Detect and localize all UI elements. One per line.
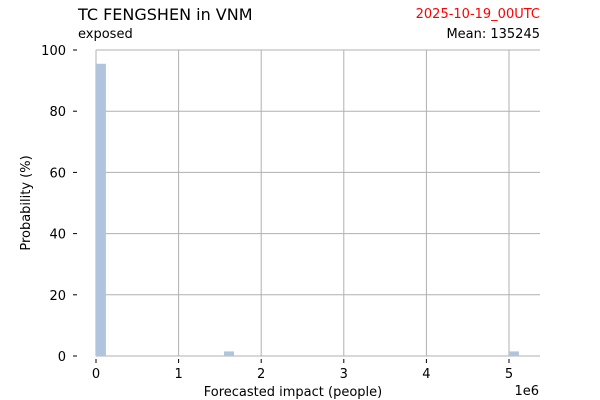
grid-lines	[95, 49, 540, 357]
y-axis-ticks: 0 20 40 60 80 100	[41, 44, 77, 365]
x-tick-label: 4	[422, 367, 430, 382]
x-offset-label: 1e6	[514, 384, 539, 399]
y-axis-label: Probability (%)	[19, 155, 34, 250]
histogram-bar	[96, 63, 106, 357]
chart-subtitle: exposed	[78, 27, 133, 42]
y-tick-label: 100	[41, 44, 66, 59]
mean-value: Mean: 135245	[446, 27, 540, 42]
forecast-date: 2025-10-19_00UTC	[415, 7, 540, 22]
x-tick-label: 0	[92, 367, 100, 382]
y-tick-label: 80	[49, 105, 66, 120]
x-tick-label: 3	[340, 367, 348, 382]
y-tick-label: 20	[49, 289, 66, 304]
chart-title: TC FENGSHEN in VNM	[78, 5, 253, 24]
y-tick-label: 0	[58, 350, 66, 365]
y-tick-label: 60	[49, 166, 66, 181]
bars-group	[96, 63, 519, 357]
y-tick-label: 40	[49, 228, 66, 243]
histogram-bar	[224, 351, 234, 356]
x-tick-label: 5	[505, 367, 513, 382]
x-axis-ticks: 0 1 2 3 4 5	[92, 359, 513, 382]
x-tick-label: 1	[174, 367, 182, 382]
x-axis-label: Forecasted impact (people)	[204, 385, 382, 400]
histogram-bar	[509, 351, 519, 356]
x-tick-label: 2	[257, 367, 265, 382]
